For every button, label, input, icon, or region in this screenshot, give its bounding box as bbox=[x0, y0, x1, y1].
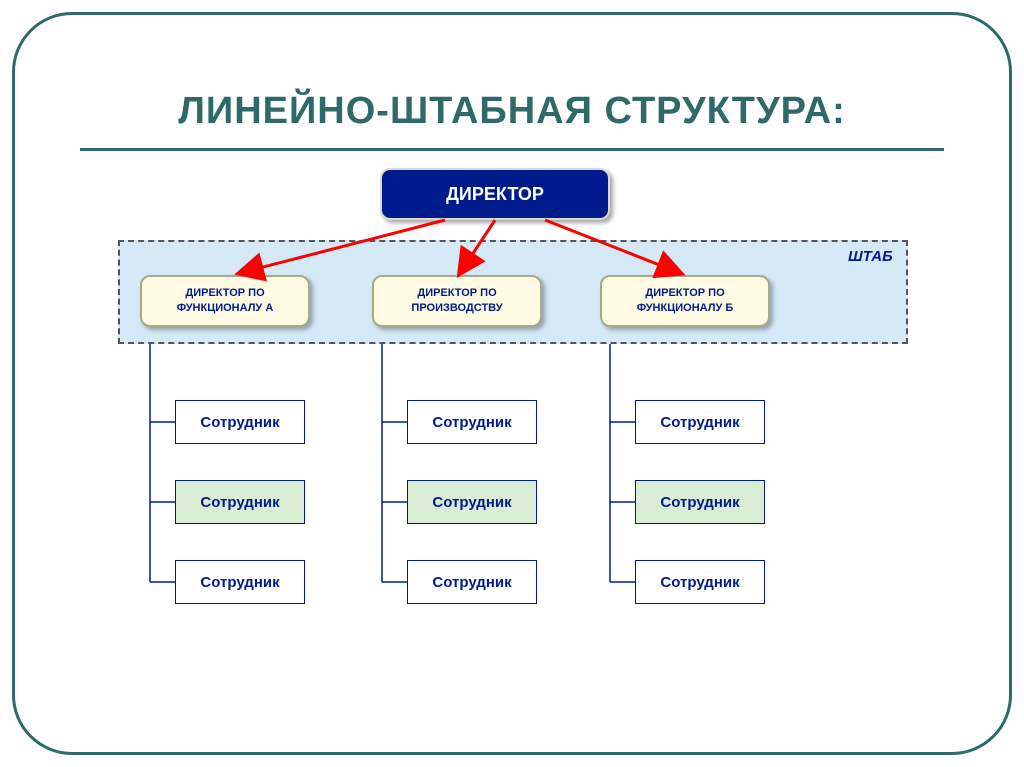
director-label: ДИРЕКТОР bbox=[446, 184, 544, 205]
shtab-label: ШТАБ bbox=[848, 248, 893, 265]
employee-label: Сотрудник bbox=[660, 574, 739, 591]
employee-label: Сотрудник bbox=[200, 414, 279, 431]
employee-label: Сотрудник bbox=[660, 494, 739, 511]
manager-label: ДИРЕКТОР ПОПРОИЗВОДСТВУ bbox=[411, 286, 502, 317]
employee-label: Сотрудник bbox=[432, 494, 511, 511]
manager-label: ДИРЕКТОР ПОФУНКЦИОНАЛУ А bbox=[177, 286, 274, 317]
employee-box: Сотрудник bbox=[175, 480, 305, 524]
manager-box-prod: ДИРЕКТОР ПОПРОИЗВОДСТВУ bbox=[372, 275, 542, 327]
employee-box: Сотрудник bbox=[407, 480, 537, 524]
employee-label: Сотрудник bbox=[660, 414, 739, 431]
manager-box-func_b: ДИРЕКТОР ПОФУНКЦИОНАЛУ Б bbox=[600, 275, 770, 327]
employee-label: Сотрудник bbox=[432, 574, 511, 591]
employee-label: Сотрудник bbox=[200, 574, 279, 591]
manager-label: ДИРЕКТОР ПОФУНКЦИОНАЛУ Б bbox=[637, 286, 734, 317]
employee-box: Сотрудник bbox=[407, 560, 537, 604]
page-title: ЛИНЕЙНО-ШТАБНАЯ СТРУКТУРА: bbox=[0, 90, 1024, 133]
employee-box: Сотрудник bbox=[175, 400, 305, 444]
employee-label: Сотрудник bbox=[432, 414, 511, 431]
title-underline bbox=[80, 148, 944, 151]
employee-box: Сотрудник bbox=[635, 480, 765, 524]
employee-box: Сотрудник bbox=[635, 560, 765, 604]
employee-label: Сотрудник bbox=[200, 494, 279, 511]
manager-box-func_a: ДИРЕКТОР ПОФУНКЦИОНАЛУ А bbox=[140, 275, 310, 327]
director-box: ДИРЕКТОР bbox=[380, 168, 610, 220]
employee-box: Сотрудник bbox=[175, 560, 305, 604]
employee-box: Сотрудник bbox=[635, 400, 765, 444]
employee-box: Сотрудник bbox=[407, 400, 537, 444]
